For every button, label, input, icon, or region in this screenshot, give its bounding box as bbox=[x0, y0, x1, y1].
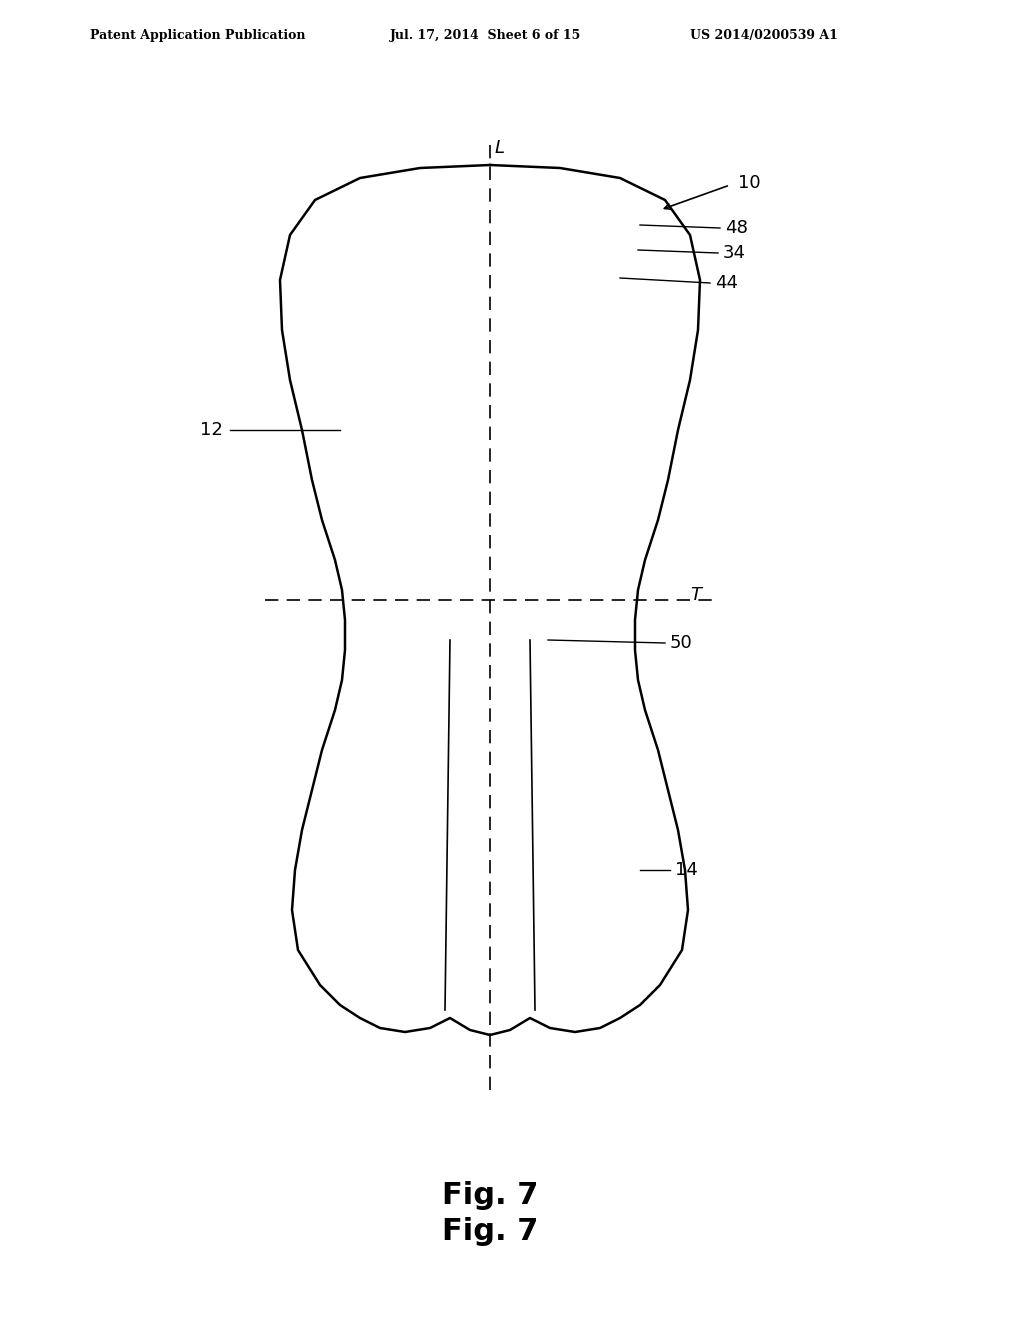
Text: Jul. 17, 2014  Sheet 6 of 15: Jul. 17, 2014 Sheet 6 of 15 bbox=[390, 29, 582, 41]
Text: T: T bbox=[690, 586, 701, 605]
Text: Fig. 7: Fig. 7 bbox=[441, 1217, 539, 1246]
Text: 44: 44 bbox=[715, 275, 738, 292]
Text: 10: 10 bbox=[738, 174, 761, 191]
Text: 48: 48 bbox=[725, 219, 748, 238]
Text: L: L bbox=[495, 139, 505, 157]
Text: Patent Application Publication: Patent Application Publication bbox=[90, 29, 305, 41]
Text: Fig. 7: Fig. 7 bbox=[441, 1180, 539, 1209]
Text: 14: 14 bbox=[675, 861, 698, 879]
Text: 12: 12 bbox=[200, 421, 223, 440]
Text: 50: 50 bbox=[670, 634, 693, 652]
Text: US 2014/0200539 A1: US 2014/0200539 A1 bbox=[690, 29, 838, 41]
Text: 34: 34 bbox=[723, 244, 746, 261]
